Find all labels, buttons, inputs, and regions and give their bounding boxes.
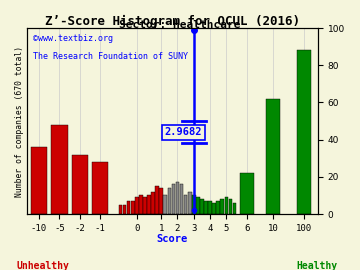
Bar [225,197,228,214]
Bar [151,192,155,214]
Bar [135,197,139,214]
Bar [143,197,147,214]
Bar [72,154,88,214]
Bar [266,99,280,214]
Bar [139,195,143,214]
Bar [147,195,151,214]
Bar [155,186,159,214]
Bar [233,203,237,214]
Bar [167,188,171,214]
Bar [184,195,188,214]
Bar [196,197,200,214]
Text: 2.9682: 2.9682 [165,127,202,137]
Bar [123,205,126,214]
Text: ©www.textbiz.org: ©www.textbiz.org [33,34,113,43]
Bar [200,199,204,214]
Text: Healthy: Healthy [296,261,337,270]
Bar [172,184,175,214]
Bar [51,125,68,214]
Text: The Research Foundation of SUNY: The Research Foundation of SUNY [33,52,188,61]
X-axis label: Score: Score [157,234,188,244]
Y-axis label: Number of companies (670 total): Number of companies (670 total) [15,46,24,197]
Bar [212,203,216,214]
Bar [229,199,232,214]
Bar [220,199,224,214]
Bar [92,162,108,214]
Bar [31,147,47,214]
Bar [176,183,179,214]
Bar [180,184,183,214]
Bar [208,201,212,214]
Bar [192,195,195,214]
Bar [131,201,135,214]
Bar [204,201,208,214]
Bar [216,201,220,214]
Bar [127,201,130,214]
Text: Sector: Healthcare: Sector: Healthcare [119,20,241,30]
Bar [159,188,163,214]
Title: Z’-Score Histogram for OCUL (2016): Z’-Score Histogram for OCUL (2016) [45,15,300,28]
Bar [163,195,167,214]
Bar [297,50,311,214]
Bar [119,205,122,214]
Text: Unhealthy: Unhealthy [17,261,69,270]
Bar [188,192,192,214]
Bar [240,173,254,214]
